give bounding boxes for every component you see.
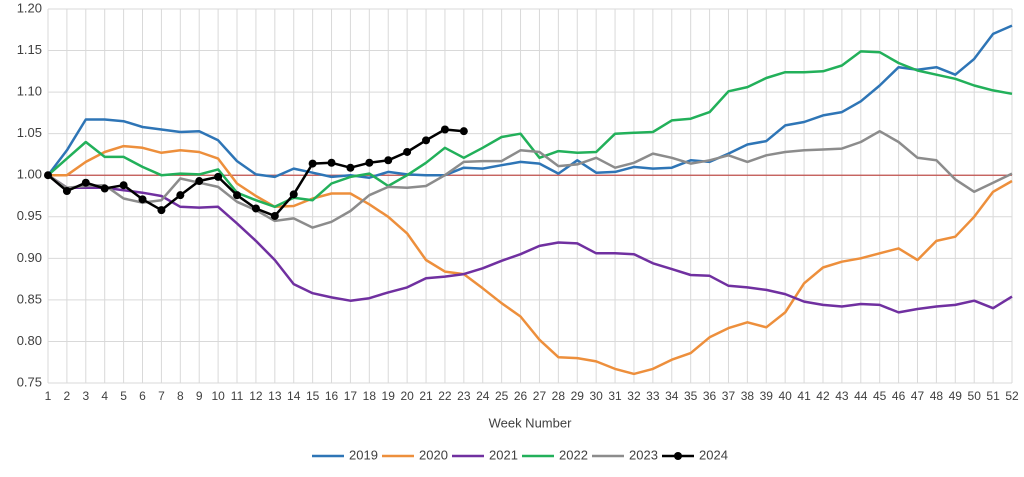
x-tick-label: 50 [968, 389, 982, 403]
y-tick-label: 1.00 [17, 167, 42, 182]
x-tick-label: 33 [646, 389, 660, 403]
x-tick-label: 41 [797, 389, 811, 403]
x-tick-label: 3 [82, 389, 89, 403]
y-tick-label: 0.90 [17, 250, 42, 265]
x-tick-label: 49 [949, 389, 963, 403]
point [100, 184, 109, 193]
point [44, 171, 52, 180]
legend-marker [674, 452, 682, 460]
x-tick-label: 21 [419, 389, 433, 403]
x-tick-label: 22 [438, 389, 452, 403]
legend-label: 2021 [489, 447, 518, 462]
point [289, 190, 298, 199]
series-line [48, 144, 1013, 376]
y-tick-label: 0.85 [17, 291, 42, 306]
x-tick-label: 23 [457, 389, 471, 403]
point [308, 159, 317, 168]
x-tick-label: 6 [139, 389, 146, 403]
point [384, 156, 393, 165]
series-line [47, 129, 1013, 229]
x-tick-label: 19 [382, 389, 396, 403]
x-tick-label: 52 [1005, 389, 1019, 403]
x-tick-label: 8 [177, 389, 184, 403]
point [62, 187, 71, 196]
point [233, 191, 242, 200]
legend-label: 2019 [349, 447, 378, 462]
x-tick-label: 16 [325, 389, 339, 403]
x-tick-label: 48 [930, 389, 944, 403]
point [251, 204, 260, 213]
point [214, 172, 223, 181]
x-tick-label: 7 [158, 389, 165, 403]
y-tick-label: 1.10 [17, 84, 42, 99]
point [195, 177, 204, 186]
x-tick-label: 46 [892, 389, 906, 403]
point [440, 125, 449, 134]
x-tick-label: 51 [986, 389, 1000, 403]
x-tick-label: 11 [231, 389, 244, 403]
point [157, 206, 166, 215]
x-tick-label: 36 [703, 389, 717, 403]
x-tick-label: 4 [101, 389, 108, 403]
y-tick-label: 0.80 [17, 333, 42, 348]
x-axis-label: Week Number [489, 415, 573, 430]
x-tick-label: 43 [835, 389, 849, 403]
legend-label: 2022 [559, 447, 588, 462]
x-tick-label: 37 [722, 389, 736, 403]
legend-label: 2020 [419, 447, 448, 462]
point [327, 158, 336, 167]
y-tick-label: 1.15 [17, 42, 42, 57]
legend-label: 2024 [699, 447, 728, 462]
x-tick-label: 30 [589, 389, 603, 403]
point [119, 181, 128, 190]
point [459, 127, 468, 136]
x-tick-label: 38 [741, 389, 755, 403]
series-line [47, 24, 1013, 179]
x-tick-label: 40 [778, 389, 792, 403]
x-tick-label: 42 [816, 389, 830, 403]
point [422, 136, 431, 145]
point [138, 195, 147, 204]
x-tick-label: 12 [249, 389, 263, 403]
x-tick-label: 10 [211, 389, 225, 403]
x-tick-label: 5 [120, 389, 127, 403]
y-tick-label: 1.05 [17, 125, 42, 140]
x-tick-label: 14 [287, 389, 301, 403]
x-tick-label: 34 [665, 389, 679, 403]
x-tick-label: 32 [627, 389, 641, 403]
x-tick-label: 39 [760, 389, 774, 403]
x-tick-label: 26 [514, 389, 528, 403]
x-tick-label: 17 [344, 389, 358, 403]
point [403, 147, 412, 156]
x-tick-label: 44 [854, 389, 868, 403]
x-tick-label: 20 [400, 389, 414, 403]
point [176, 191, 185, 200]
series-line [47, 174, 1013, 314]
x-tick-label: 15 [306, 389, 320, 403]
x-tick-label: 1 [45, 389, 52, 403]
x-tick-label: 35 [684, 389, 698, 403]
y-tick-label: 0.95 [17, 208, 42, 223]
x-tick-label: 29 [571, 389, 585, 403]
legend-label: 2023 [629, 447, 658, 462]
x-tick-label: 27 [533, 389, 547, 403]
x-tick-label: 47 [911, 389, 925, 403]
point [270, 211, 279, 220]
y-tick-label: 0.75 [17, 374, 42, 389]
series-line [47, 50, 1013, 209]
x-tick-label: 25 [495, 389, 509, 403]
point [81, 178, 90, 187]
x-tick-label: 9 [196, 389, 203, 403]
x-tick-label: 13 [268, 389, 282, 403]
x-tick-label: 18 [363, 389, 377, 403]
point [346, 163, 355, 172]
x-tick-label: 24 [476, 389, 490, 403]
x-tick-label: 45 [873, 389, 887, 403]
x-tick-label: 31 [608, 389, 622, 403]
x-tick-label: 28 [552, 389, 566, 403]
y-tick-label: 1.20 [17, 0, 42, 15]
point [365, 158, 374, 167]
x-tick-label: 2 [64, 389, 71, 403]
